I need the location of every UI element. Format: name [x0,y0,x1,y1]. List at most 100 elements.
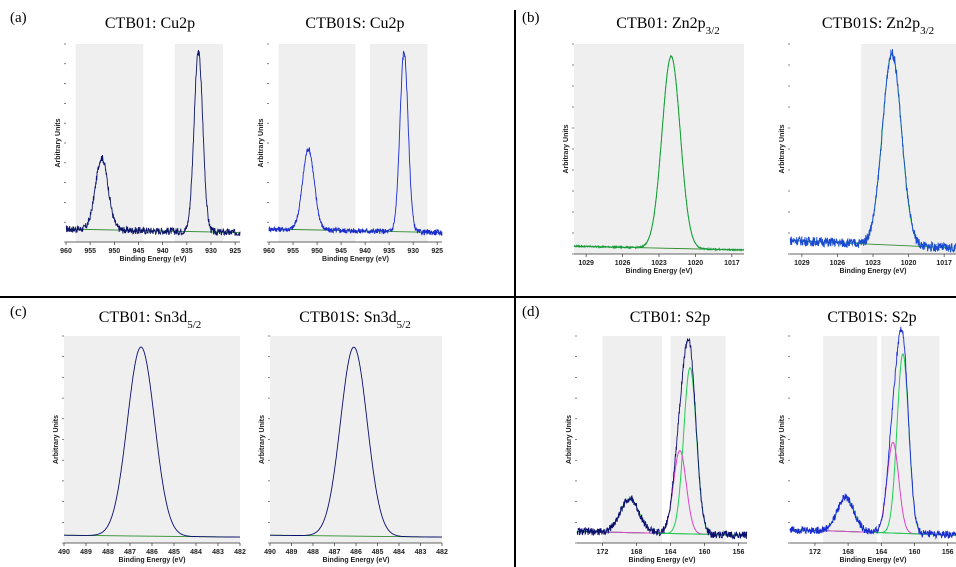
x-tick-label: 483 [212,549,224,556]
x-tick-label: 1020 [688,260,704,267]
x-axis-label: Binding Energy (eV) [120,256,187,263]
spectrum-plot-3: CTB01S: Zn2p3/2 Arbitrary Units 1029 1026 10… [779,15,956,275]
panel-label-a: (a) [10,10,27,26]
x-axis-label: Binding Energy (eV) [840,268,907,275]
x-axis-label: Binding Energy (eV) [323,557,390,564]
fit-region-0 [823,336,878,543]
x-axis-label: Binding Energy (eV) [840,557,907,564]
x-tick-label: 482 [234,549,246,556]
fit-region-1 [174,44,224,242]
x-tick-label: 488 [102,549,114,556]
panel-label-b: (b) [522,10,540,26]
spectrum-plot-5: CTB01S: Sn3d5/2 Arbitrary Units 490 489 488 4… [259,309,448,564]
panel-label-c: (c) [10,304,27,320]
x-tick-label: 925 [229,248,241,255]
spectrum-plot-7: CTB01S: S2p Arbitrary Units 172 168 164 160 15… [779,309,956,564]
spectrum-plot-2: CTB01: Zn2p3/2 Arbitrary Units 1029 1026 102… [563,15,745,275]
spectrum-plot-1: CTB01S: Cu2p Arbitrary Units 960 955 950 945 9… [258,15,443,263]
horizontal-divider [0,296,956,298]
x-tick-label: 960 [263,248,275,255]
spectrum-plot-0: CTB01: Cu2p Arbitrary Units 960 955 950 945 94… [55,15,241,263]
x-tick-label: 1017 [724,260,740,267]
x-tick-label: 487 [124,549,136,556]
chart-title-subscript: 5/2 [187,319,201,331]
spectrum-plot-6: CTB01: S2p Arbitrary Units 172 168 164 160 156… [566,309,748,564]
x-tick-label: 490 [264,549,276,556]
panel-label-d: (d) [522,304,540,320]
x-tick-label: 1017 [936,260,952,267]
chart-title-5: CTB01S: Sn3d5/2 [299,309,410,331]
fit-region-0 [574,44,744,254]
x-axis-label: Binding Energy (eV) [626,268,693,275]
x-tick-label: 484 [393,549,405,556]
x-tick-label: 488 [307,549,319,556]
measured-spectrum [268,50,443,237]
fit-region-1 [670,336,726,543]
chart-title-subscript: 3/2 [920,25,934,37]
x-tick-label: 955 [84,248,96,255]
x-tick-label: 1023 [651,260,667,267]
x-tick-label: 168 [631,549,643,556]
measured-spectrum [573,54,745,252]
x-tick-label: 160 [909,549,921,556]
y-axis-label: Arbitrary Units [259,415,266,464]
x-tick-label: 172 [809,549,821,556]
y-axis-label: Arbitrary Units [53,415,60,464]
x-tick-label: 930 [407,248,419,255]
chart-title-1: CTB01S: Cu2p [305,15,404,32]
x-tick-label: 168 [842,549,854,556]
spectrum-plot-4: CTB01: Sn3d5/2 Arbitrary Units 490 489 488 48… [53,309,246,564]
x-tick-label: 485 [168,549,180,556]
x-tick-label: 1026 [830,260,846,267]
x-axis-label: Binding Energy (eV) [119,557,186,564]
chart-title-6: CTB01: S2p [630,309,710,326]
measured-spectrum [576,337,748,540]
x-tick-label: 483 [415,549,427,556]
chart-title-3: CTB01S: Zn2p3/2 [822,15,934,37]
fit-region-0 [602,336,662,543]
fit-region-1 [369,44,428,242]
measured-spectrum [65,50,241,237]
y-axis-label: Arbitrary Units [55,118,62,167]
fit-region-0 [75,44,144,242]
measured-spectrum [789,326,956,540]
x-tick-label: 960 [60,248,72,255]
x-tick-label: 950 [311,248,323,255]
x-tick-label: 485 [372,549,384,556]
x-axis-label: Binding Energy (eV) [322,256,389,263]
fit-region-0 [278,44,356,242]
x-tick-label: 945 [335,248,347,255]
x-tick-label: 487 [329,549,341,556]
x-tick-label: 482 [436,549,448,556]
x-tick-label: 160 [699,549,711,556]
y-axis-label: Arbitrary Units [779,124,786,173]
x-tick-label: 490 [58,549,70,556]
fit-region-0 [861,44,956,254]
x-tick-label: 1026 [615,260,631,267]
chart-title-2: CTB01: Zn2p3/2 [616,15,719,37]
chart-title-subscript: 3/2 [706,25,720,37]
fit-region-0 [64,336,240,543]
x-tick-label: 955 [287,248,299,255]
y-axis-label: Arbitrary Units [566,415,573,464]
y-axis-label: Arbitrary Units [779,415,786,464]
x-tick-label: 486 [146,549,158,556]
x-tick-label: 486 [350,549,362,556]
x-tick-label: 484 [190,549,202,556]
measured-spectrum [789,49,956,253]
x-tick-label: 950 [108,248,120,255]
x-tick-label: 164 [875,549,887,556]
x-tick-label: 940 [157,248,169,255]
measured-spectrum [270,346,442,538]
x-axis-label: Binding Energy (eV) [629,557,696,564]
x-tick-label: 1020 [901,260,917,267]
vertical-divider [514,10,516,567]
x-tick-label: 945 [133,248,145,255]
x-tick-label: 1023 [865,260,881,267]
chart-title-0: CTB01: Cu2p [105,15,195,32]
fit-region-0 [270,336,442,543]
x-tick-label: 156 [942,549,954,556]
x-tick-label: 489 [286,549,298,556]
chart-title-4: CTB01: Sn3d5/2 [99,309,202,331]
